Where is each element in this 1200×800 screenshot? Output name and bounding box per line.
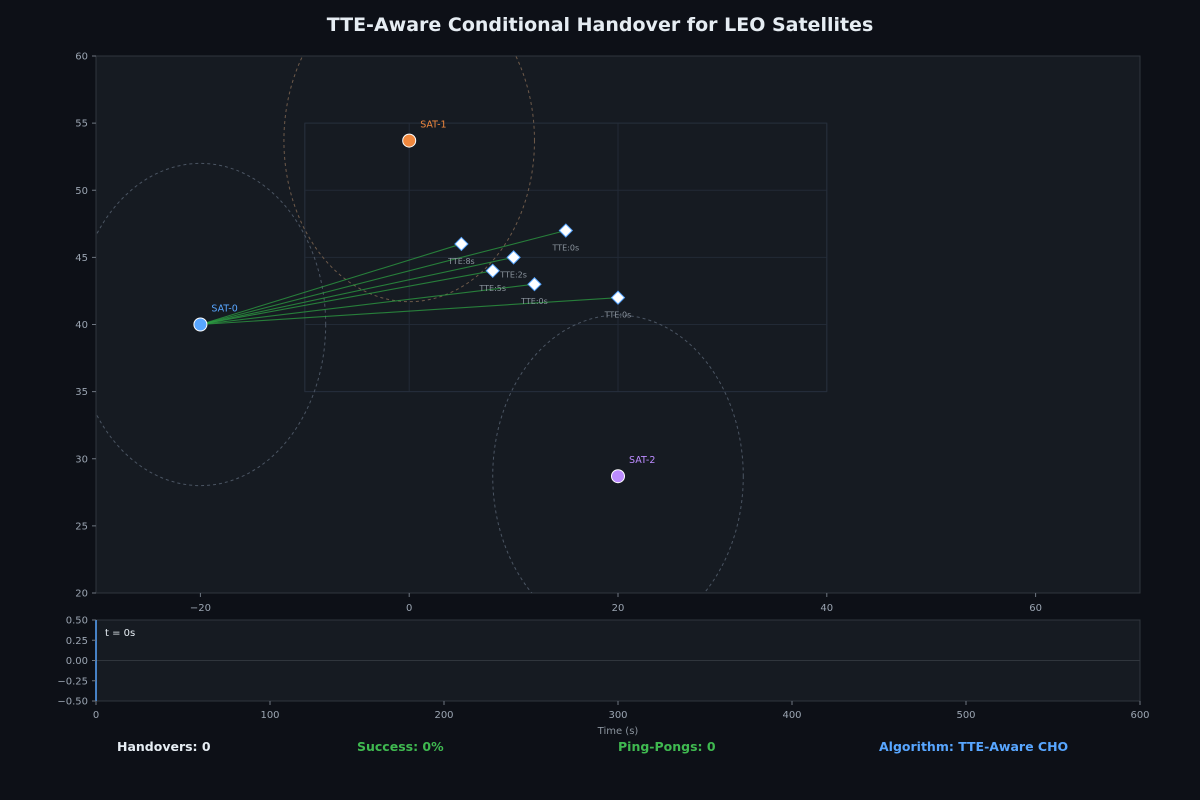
- satellite-marker-sat-2: [611, 469, 625, 484]
- x-tick-label: 200: [434, 710, 453, 721]
- y-tick-label: 45: [75, 253, 88, 264]
- y-tick-label: 0.50: [66, 616, 88, 627]
- y-tick-label: 40: [75, 320, 88, 331]
- ue-tte-label: TTE:0s: [520, 297, 548, 306]
- x-tick-label: 300: [608, 710, 627, 721]
- ue-marker: [527, 277, 542, 292]
- ue-marker: [610, 290, 626, 305]
- timeline-panel: 0 100 200 300 400 500 600 −0.50 −0.25 0.00 0.25 0.…: [57, 616, 1149, 738]
- timeline-x-axis: 0 100 200 300 400 500 600: [93, 701, 1150, 721]
- y-tick-label: 20: [75, 589, 88, 600]
- x-tick-label: 600: [1130, 710, 1149, 721]
- satellite-marker-sat-0: [193, 317, 208, 332]
- timeline-time-annotation: t = 0s: [105, 628, 135, 639]
- map-x-axis: −20 0 20 40 60: [190, 593, 1042, 614]
- ue-marker: [506, 250, 521, 265]
- satellite-marker-sat-1: [402, 133, 417, 148]
- x-tick-label: 20: [612, 603, 625, 614]
- ue-tte-label: TTE:8s: [447, 257, 475, 266]
- serving-link: [200, 256, 514, 326]
- ue-tte-label: TTE:0s: [604, 311, 632, 320]
- serving-link: [200, 229, 566, 326]
- satellite-label: SAT-0: [211, 304, 237, 315]
- serving-link: [200, 243, 462, 326]
- ue-tte-label: TTE:5s: [478, 284, 506, 293]
- y-tick-label: 35: [75, 387, 88, 398]
- satellite-map-panel: TTE:8s TTE:2s TTE:5s TTE:0s TTE:0s TTE:0s SAT-…: [75, 52, 1141, 614]
- y-tick-label: −0.50: [57, 697, 88, 708]
- serving-link: [200, 297, 619, 326]
- pingpong-count: Ping-Pongs: 0: [618, 739, 716, 754]
- service-area-boundary: [304, 122, 828, 393]
- x-tick-label: −20: [190, 603, 211, 614]
- y-tick-label: 30: [75, 454, 88, 465]
- x-tick-label: 0: [93, 710, 99, 721]
- coverage-footprint-sat-2: [492, 314, 744, 593]
- y-tick-label: 55: [75, 119, 88, 130]
- timeline-x-label: Time (s): [597, 726, 639, 737]
- figure-title: TTE-Aware Conditional Handover for LEO S…: [327, 14, 874, 36]
- success-rate: Success: 0%: [357, 739, 444, 754]
- coverage-footprint-sat-0: [96, 162, 327, 487]
- y-tick-label: 60: [75, 52, 88, 63]
- timeline-y-axis: −0.50 −0.25 0.00 0.25 0.50: [57, 616, 96, 708]
- algorithm-name: Algorithm: TTE-Aware CHO: [879, 739, 1068, 754]
- handover-count: Handovers: 0: [117, 739, 211, 754]
- x-tick-label: 100: [260, 710, 279, 721]
- x-tick-label: 60: [1029, 603, 1042, 614]
- x-tick-label: 400: [782, 710, 801, 721]
- y-tick-label: −0.25: [57, 676, 88, 687]
- y-tick-label: 50: [75, 186, 88, 197]
- ue-marker: [454, 236, 469, 252]
- map-y-axis: 20 25 30 35 40 45 50 55 60: [75, 52, 96, 600]
- y-tick-label: 0.00: [66, 656, 88, 667]
- serving-link: [200, 270, 493, 326]
- coverage-footprint-sat-1: [283, 56, 535, 303]
- satellite-label: SAT-1: [420, 120, 446, 131]
- satellite-label: SAT-2: [629, 455, 655, 466]
- ue-marker: [558, 223, 574, 238]
- y-tick-label: 0.25: [66, 636, 88, 647]
- x-tick-label: 40: [820, 603, 833, 614]
- x-tick-label: 0: [406, 603, 412, 614]
- ue-marker: [485, 263, 500, 279]
- ue-tte-label: TTE:0s: [551, 244, 579, 253]
- x-tick-label: 500: [956, 710, 975, 721]
- ue-tte-label: TTE:2s: [499, 270, 527, 279]
- status-bar: Handovers: 0 Success: 0% Ping-Pongs: 0 A…: [117, 739, 1068, 754]
- y-tick-label: 25: [75, 521, 88, 532]
- serving-link: [200, 283, 535, 326]
